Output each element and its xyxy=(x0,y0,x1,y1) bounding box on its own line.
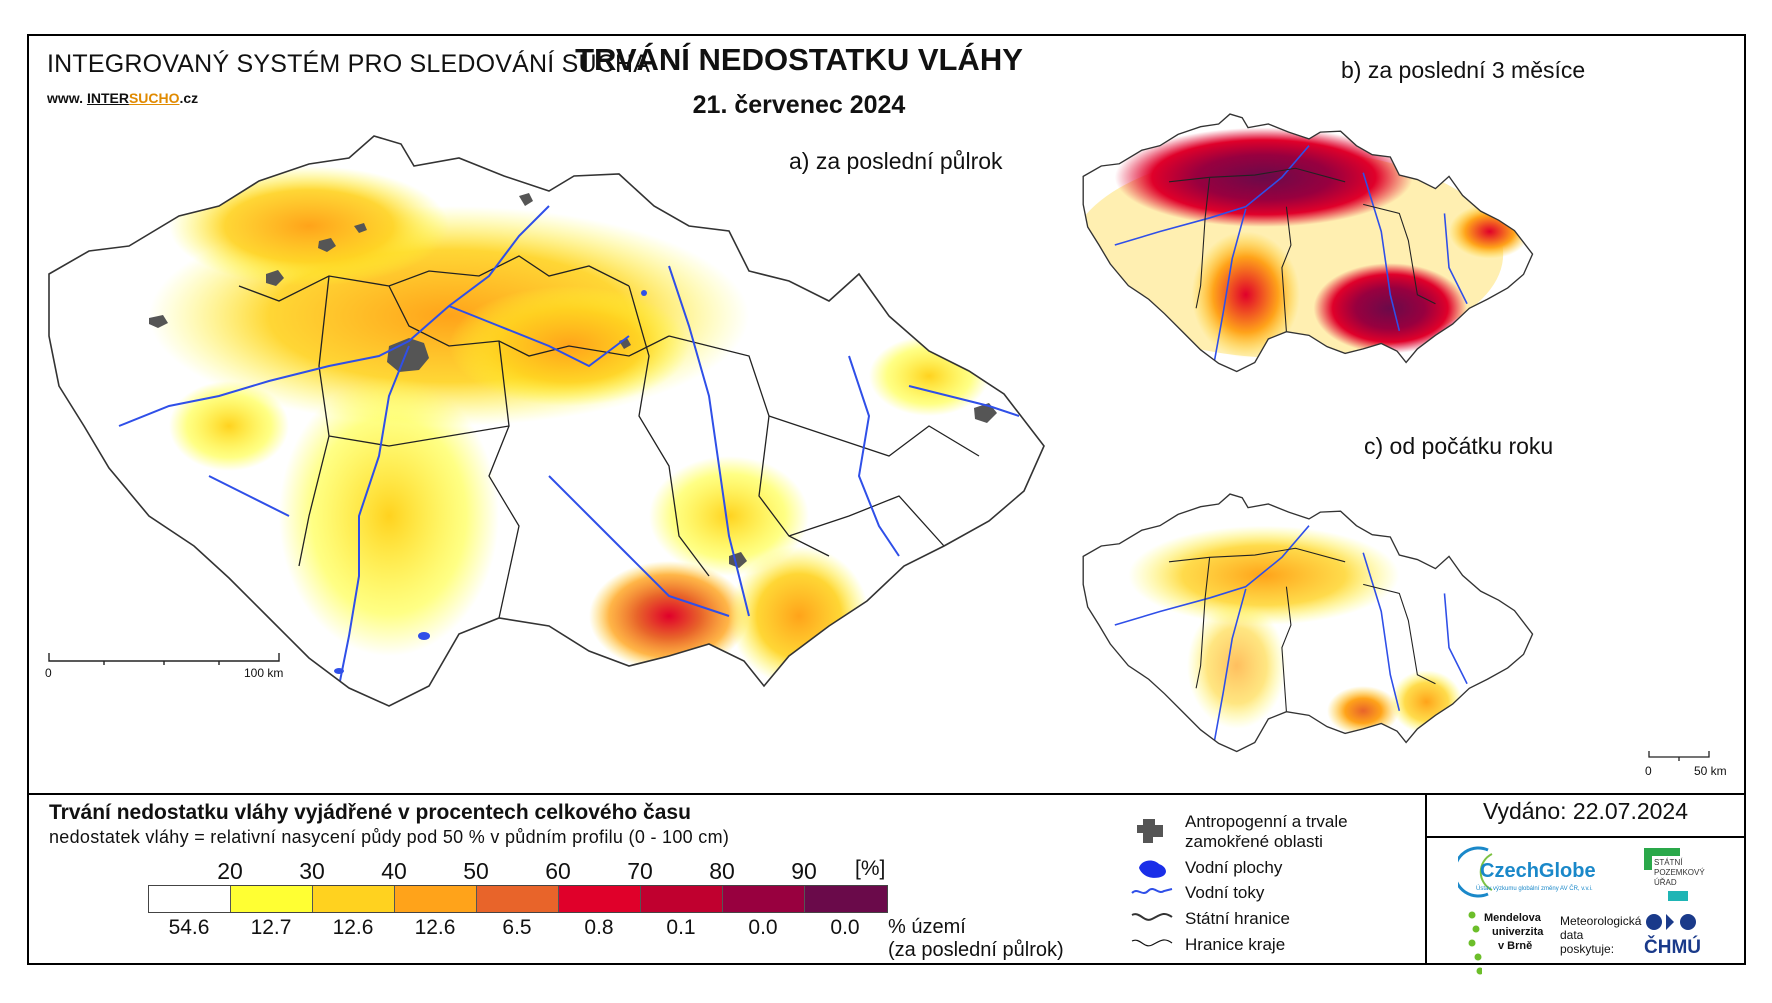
issued-date: Vydáno: 22.07.2024 xyxy=(1482,798,1689,824)
system-title: INTEGROVANÝ SYSTÉM PRO SLEDOVÁNÍ SUCHA xyxy=(47,50,651,78)
legend-color-cell xyxy=(723,886,805,912)
czechglobe-logo xyxy=(1458,846,1493,898)
chmu-note-2: data xyxy=(1560,928,1584,942)
map-b-three-months xyxy=(1082,113,1534,373)
legend-threshold-label: 60 xyxy=(545,858,571,884)
mendel-line-2: univerzita xyxy=(1492,926,1544,938)
legend-color-cell xyxy=(149,886,231,912)
divider-issued xyxy=(1427,836,1744,838)
legend-percentage-label: 0.0 xyxy=(748,916,778,939)
legend-threshold-label: 80 xyxy=(709,858,735,884)
chmu-note-3: poskytuje: xyxy=(1560,942,1615,956)
legend-percentage-label: 0.8 xyxy=(584,916,614,939)
legend-threshold-label: 40 xyxy=(381,858,407,884)
chmu-name: ČHMÚ xyxy=(1644,937,1701,958)
map-c-year-to-date xyxy=(1082,493,1534,753)
main-title: TRVÁNÍ NEDOSTATKU VLÁHY xyxy=(575,42,1023,77)
legend-urban-label-1: Antropogenní a trvale xyxy=(1185,812,1348,831)
map-b-label: b) za poslední 3 měsíce xyxy=(1341,57,1586,83)
legend-percentage-label: 12.6 xyxy=(332,916,374,939)
website-sucho: SUCHO xyxy=(128,90,180,106)
legend-color-cell xyxy=(805,886,887,912)
spu-line-3: ÚŘAD xyxy=(1654,878,1677,887)
legend-percentage-label: 0.0 xyxy=(830,916,860,939)
website-suffix: .cz xyxy=(179,90,199,106)
legend-threshold-label: 90 xyxy=(791,858,817,884)
legend-percentage-label: 12.7 xyxy=(250,916,292,939)
legend-color-cell xyxy=(313,886,395,912)
spu-line-2: POZEMKOVÝ xyxy=(1654,868,1705,877)
region-border-icon xyxy=(1131,939,1173,947)
czechglobe-name: CzechGlobe xyxy=(1480,860,1596,882)
legend-color-cell xyxy=(395,886,477,912)
mendel-line-3: v Brně xyxy=(1498,940,1533,952)
legend-river-label: Vodní toky xyxy=(1185,883,1265,902)
legend-threshold-label: 50 xyxy=(463,858,489,884)
mendel-logo-dots xyxy=(1468,911,1482,975)
legend-subtitle: nedostatek vláhy = relativní nasycení pů… xyxy=(49,827,730,847)
spu-accent xyxy=(1668,891,1688,901)
website-prefix: www. xyxy=(47,90,87,106)
spu-logo xyxy=(1644,848,1680,870)
scale-main-end: 100 km xyxy=(244,666,284,680)
urban-area-icon xyxy=(1137,819,1163,843)
scale-bar-main xyxy=(48,653,280,665)
legend-title: Trvání nedostatku vláhy vyjádřené v proc… xyxy=(49,801,691,824)
divider-vertical xyxy=(1425,793,1427,963)
map-a-half-year xyxy=(48,135,1045,707)
legend-threshold-label: 30 xyxy=(299,858,325,884)
river-icon xyxy=(1131,888,1173,894)
legend-pct-note-1: % území xyxy=(888,916,966,938)
spu-text: STÁTNÍ POZEMKOVÝ ÚŘAD xyxy=(1654,858,1705,888)
legend-percentage-label: 0.1 xyxy=(666,916,696,939)
legend-threshold-label: 20 xyxy=(217,858,243,884)
chmu-logo-symbol xyxy=(1646,914,1696,930)
legend-threshold-label: 70 xyxy=(627,858,653,884)
legend-unit: [%] xyxy=(855,857,886,880)
state-border-icon xyxy=(1131,912,1173,921)
divider-horizontal xyxy=(29,793,1744,795)
scale-small-end: 50 km xyxy=(1694,764,1727,778)
figure-frame: INTEGROVANÝ SYSTÉM PRO SLEDOVÁNÍ SUCHA w… xyxy=(27,34,1746,965)
map-area: INTEGROVANÝ SYSTÉM PRO SLEDOVÁNÍ SUCHA w… xyxy=(29,36,1744,793)
mendel-line-1: Mendelova xyxy=(1484,912,1541,924)
legend-water-label: Vodní plochy xyxy=(1185,858,1283,877)
legend-percentage-label: 12.6 xyxy=(414,916,456,939)
chmu-note-1: Meteorologická xyxy=(1560,914,1642,928)
website-inter: INTER xyxy=(86,90,129,106)
website-link[interactable]: www. INTERSUCHO.cz xyxy=(47,90,198,106)
map-c-label: c) od počátku roku xyxy=(1364,433,1554,459)
chmu-note: Meteorologická data poskytuje: xyxy=(1560,914,1641,956)
legend-region-border-label: Hranice kraje xyxy=(1185,935,1286,954)
spu-line-1: STÁTNÍ xyxy=(1654,858,1683,867)
legend-state-border-label: Státní hranice xyxy=(1185,909,1290,928)
map-date: 21. červenec 2024 xyxy=(692,91,906,119)
legend-percentage-label: 6.5 xyxy=(502,916,532,939)
legend-color-cell xyxy=(641,886,723,912)
legend-percentage-label: 54.6 xyxy=(168,916,210,939)
legend-color-bar xyxy=(148,885,888,913)
water-body-icon xyxy=(1139,860,1166,878)
czechglobe-subtitle: Ústav výzkumu globální změny AV ČR, v.v.… xyxy=(1476,886,1593,892)
map-a-label: a) za poslední půlrok xyxy=(789,148,1003,174)
scale-bar-small xyxy=(1648,751,1710,761)
legend-color-cell xyxy=(477,886,559,912)
legend-color-cell xyxy=(231,886,313,912)
legend-pct-note-2: (za poslední půlrok) xyxy=(888,939,1064,961)
mendel-text: Mendelova univerzita v Brně xyxy=(1484,911,1543,953)
scale-main-start: 0 xyxy=(45,666,52,680)
scale-small-start: 0 xyxy=(1645,764,1652,778)
legend-color-cell xyxy=(559,886,641,912)
legend-urban-label-2: zamokřené oblasti xyxy=(1185,832,1323,851)
